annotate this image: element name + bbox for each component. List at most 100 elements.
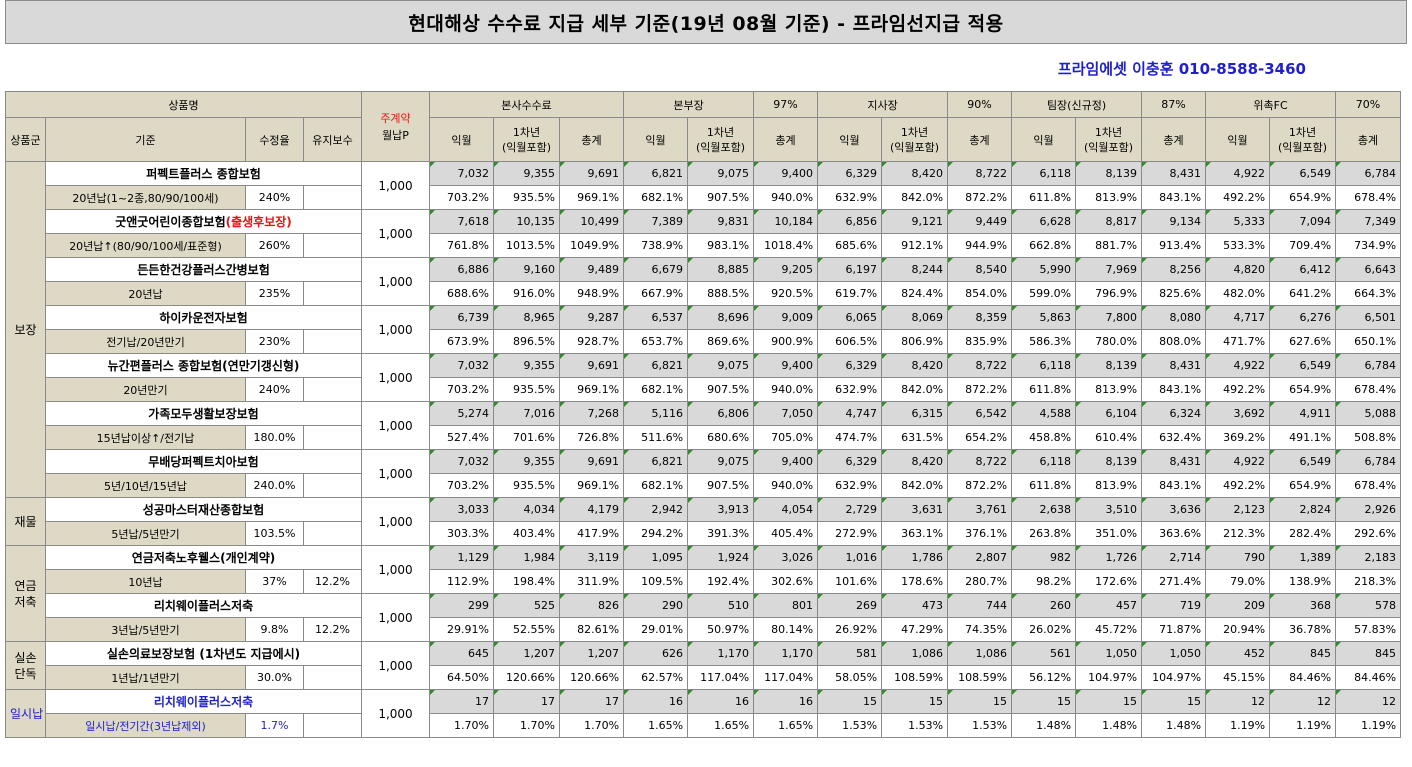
commission-percent: 101.6% (817, 569, 883, 594)
commission-amount: 6,197 (817, 257, 883, 282)
commission-percent: 474.7% (817, 425, 883, 450)
commission-amount: 2,714 (1141, 545, 1207, 570)
commission-amount: 790 (1205, 545, 1271, 570)
commission-percent: 303.3% (429, 521, 494, 546)
commission-amount: 12 (1269, 689, 1337, 714)
commission-percent: 664.3% (1335, 281, 1402, 306)
product-name: 가족모두생활보장보험 (45, 401, 362, 426)
commission-percent: 631.5% (881, 425, 949, 450)
commission-amount: 6,537 (623, 305, 689, 330)
commission-amount: 1,207 (558, 641, 625, 666)
commission-amount: 5,116 (623, 401, 689, 426)
commission-percent: 916.0% (493, 281, 560, 306)
premium-cell: 1,000 (361, 545, 430, 594)
header-first-year-label: 1차년 (1094, 125, 1123, 139)
commission-percent: 98.2% (1011, 569, 1077, 594)
product-name: 하이카운전자보험 (45, 305, 362, 330)
commission-amount: 6,412 (1269, 257, 1337, 282)
product-name-text: 하이카운전자보험 (159, 311, 248, 325)
commission-amount: 1,050 (1075, 641, 1143, 666)
commission-amount: 2,942 (623, 497, 689, 522)
table-row: 20년납 235% 688.6% 916.0% 948.9% 667.9% 888.5% 92… (6, 281, 1402, 306)
commission-percent: 835.9% (947, 329, 1013, 354)
header-jisa: 지사장 (817, 91, 949, 118)
criteria-cell: 3년납/5년만기 (45, 617, 246, 642)
commission-amount: 8,420 (881, 449, 949, 474)
commission-amount: 8,080 (1141, 305, 1207, 330)
product-name: 퍼펙트플러스 종합보험 (45, 161, 362, 186)
commission-amount: 2,638 (1011, 497, 1077, 522)
commission-amount: 845 (1335, 641, 1402, 666)
commission-percent: 117.04% (753, 665, 819, 690)
maintain-cell (303, 185, 362, 210)
commission-percent: 533.3% (1205, 233, 1271, 258)
commission-amount: 6,679 (623, 257, 689, 282)
premium-cell: 1,000 (361, 209, 430, 258)
header-maintain: 유지보수 (303, 117, 362, 162)
commission-amount: 15 (1141, 689, 1207, 714)
table-row: 든든한건강플러스간병보험 1,000 6,886 9,160 9,489 6,679 8,8… (6, 257, 1402, 306)
commission-percent: 1.48% (1141, 713, 1207, 738)
commission-percent: 935.5% (493, 473, 560, 498)
criteria-cell: 20년납 (45, 281, 246, 306)
commission-percent: 673.9% (429, 329, 494, 354)
commission-percent: 825.6% (1141, 281, 1207, 306)
rate-cell: 37% (245, 569, 304, 594)
commission-amount: 9,691 (558, 353, 625, 378)
header-premium-top: 주계약 (380, 111, 411, 125)
commission-percent: 1.70% (558, 713, 625, 738)
commission-amount: 1,984 (493, 545, 560, 570)
commission-amount: 5,333 (1205, 209, 1271, 234)
commission-amount: 6,104 (1075, 401, 1143, 426)
commission-amount: 6,821 (623, 353, 689, 378)
header-first-year-label: 1차년 (706, 125, 735, 139)
maintain-cell (303, 233, 362, 258)
commission-percent: 294.2% (623, 521, 689, 546)
commission-amount: 7,032 (429, 353, 494, 378)
page-title: 현대해상 수수료 지급 세부 기준(19년 08월 기준) - 프라임선지급 적… (5, 0, 1407, 44)
commission-amount: 6,643 (1335, 257, 1402, 282)
commission-amount: 260 (1011, 593, 1077, 618)
header-hq: 본사수수료 (428, 91, 625, 118)
commission-percent: 881.7% (1075, 233, 1143, 258)
commission-amount: 8,696 (687, 305, 755, 330)
commission-amount: 9,489 (558, 257, 625, 282)
commission-percent: 178.6% (881, 569, 949, 594)
commission-percent: 271.4% (1141, 569, 1207, 594)
commission-percent: 843.1% (1141, 473, 1207, 498)
commission-percent: 738.9% (623, 233, 689, 258)
maintain-cell (303, 521, 362, 546)
product-group: 일시납 (5, 689, 46, 738)
premium-cell: 1,000 (361, 593, 430, 642)
criteria-cell: 20년납↑(80/90/100세/표준형) (45, 233, 246, 258)
header-first-year-label: 1차년 (512, 125, 541, 139)
commission-amount: 581 (817, 641, 883, 666)
product-name-text: 가족모두생활보장보험 (148, 407, 259, 421)
header-premium-bottom: 월납P (382, 128, 409, 142)
table-row: 굿앤굿어린이종합보험(출생후보장) 1,000 7,618 10,135 10,499 7… (6, 209, 1402, 258)
commission-amount: 7,618 (429, 209, 494, 234)
commission-percent: 734.9% (1335, 233, 1402, 258)
table-row: 가족모두생활보장보험 1,000 5,274 7,016 7,268 5,116 6,806… (6, 401, 1402, 450)
commission-amount: 1,924 (687, 545, 755, 570)
product-name-text: 리치웨이플러스저축 (153, 695, 254, 709)
commission-percent: 940.0% (753, 185, 819, 210)
commission-amount: 1,016 (817, 545, 883, 570)
commission-percent: 1.53% (817, 713, 883, 738)
header-fc: 위촉FC (1205, 91, 1337, 118)
commission-percent: 611.8% (1011, 377, 1077, 402)
commission-percent: 854.0% (947, 281, 1013, 306)
commission-percent: 641.2% (1269, 281, 1337, 306)
header-next-month: 익월 (623, 117, 689, 162)
commission-amount: 7,016 (493, 401, 560, 426)
table-row: 무배당퍼펙트치아보험 1,000 7,032 9,355 9,691 6,821 9,075… (6, 449, 1402, 498)
commission-percent: 1.19% (1335, 713, 1402, 738)
commission-amount: 8,431 (1141, 353, 1207, 378)
commission-percent: 653.7% (623, 329, 689, 354)
header-first-year: 1차년 (익월포함) (1269, 117, 1337, 162)
commission-amount: 15 (947, 689, 1013, 714)
commission-percent: 112.9% (429, 569, 494, 594)
header-first-year-note: (익월포함) (501, 140, 552, 154)
commission-percent: 808.0% (1141, 329, 1207, 354)
commission-amount: 4,820 (1205, 257, 1271, 282)
